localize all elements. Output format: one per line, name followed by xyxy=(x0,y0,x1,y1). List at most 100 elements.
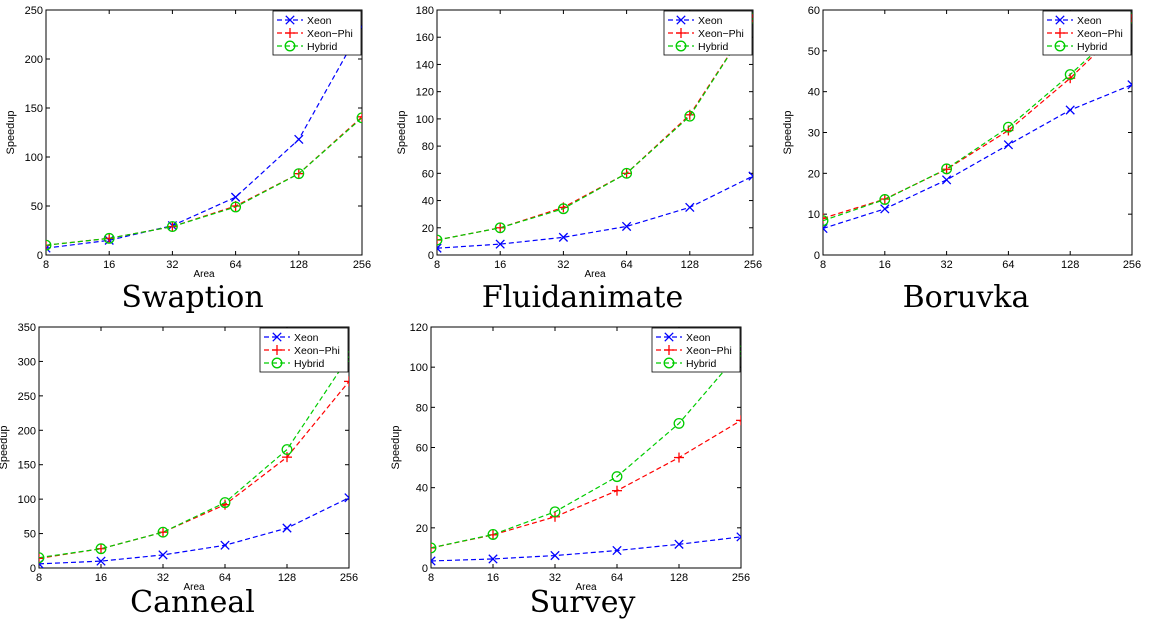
x-tick-label: 64 xyxy=(219,572,231,584)
data-point xyxy=(612,545,622,556)
data-point xyxy=(1003,140,1014,150)
legend-label: Xeon xyxy=(1077,15,1102,27)
y-tick-label: 10 xyxy=(808,209,820,221)
chart-caption: Canneal xyxy=(130,585,255,620)
legend-marker xyxy=(664,345,674,355)
data-point xyxy=(736,415,741,426)
y-axis-label: Speedup xyxy=(396,110,408,154)
x-tick-label: 128 xyxy=(670,572,688,584)
data-point xyxy=(879,194,891,205)
y-tick-label: 100 xyxy=(18,494,36,506)
legend-label: Xeon xyxy=(294,332,319,344)
y-tick-label: 40 xyxy=(422,196,434,208)
y-tick-label: 120 xyxy=(410,322,428,334)
x-tick-label: 8 xyxy=(43,259,49,271)
data-point xyxy=(941,164,952,175)
chart-swaption: 0 50 100 150 200 250 8 16 32 64 128 256 Area Speedup X… xyxy=(5,5,371,280)
x-tick-label: 16 xyxy=(879,259,891,271)
data-point xyxy=(621,167,633,179)
plot-area xyxy=(823,12,1132,234)
data-point xyxy=(941,163,953,175)
series-line xyxy=(431,350,741,549)
data-point xyxy=(674,539,684,549)
legend-label: Xeon−Phi xyxy=(686,345,732,357)
chart-caption: Survey xyxy=(529,585,636,620)
series-line xyxy=(437,17,753,241)
data-point xyxy=(823,215,829,227)
data-point xyxy=(344,493,349,503)
series-line xyxy=(437,175,753,249)
chart-panel-survey: 0 20 40 60 80 100 120 8 16 32 64 128 256 Area Speedup X… xyxy=(390,315,775,628)
legend-label: Xeon−Phi xyxy=(294,345,340,357)
legend-marker xyxy=(676,28,686,38)
data-point xyxy=(558,232,569,242)
legend-label: Hybrid xyxy=(698,41,729,53)
data-point xyxy=(437,235,442,246)
y-tick-label: 250 xyxy=(18,391,36,403)
y-tick-label: 350 xyxy=(18,322,36,334)
data-point xyxy=(166,221,178,233)
data-point xyxy=(684,110,696,122)
series-line xyxy=(823,17,1132,222)
x-tick-label: 64 xyxy=(611,572,623,584)
y-tick-label: 200 xyxy=(25,54,43,66)
data-point xyxy=(431,542,437,554)
plot-area xyxy=(431,345,741,566)
chart-panel-boruvka: 0 10 20 30 40 50 60 8 16 32 64 128 256 Speedup Xeon Xeo… xyxy=(775,0,1157,320)
x-tick-label: 8 xyxy=(36,572,42,584)
y-tick-label: 0 xyxy=(30,563,36,575)
series-line xyxy=(46,26,362,249)
legend-marker xyxy=(272,345,282,355)
y-tick-label: 50 xyxy=(24,529,36,541)
x-tick-label: 64 xyxy=(620,259,632,271)
x-tick-label: 256 xyxy=(1123,259,1141,271)
y-tick-label: 80 xyxy=(416,402,428,414)
data-point xyxy=(344,376,349,387)
y-tick-label: 30 xyxy=(808,128,820,140)
x-axis-label: Area xyxy=(584,269,606,280)
legend-marker xyxy=(675,40,687,52)
chart-panel-fluidanimate: 0 20 40 60 80 100 120 140 160 180 8 16 32 64 128 256 Are… xyxy=(390,0,775,320)
data-point xyxy=(158,527,168,538)
legend-marker xyxy=(272,332,282,342)
legend-marker xyxy=(271,357,283,369)
legend-label: Xeon−Phi xyxy=(698,28,744,40)
y-tick-label: 100 xyxy=(25,152,43,164)
data-point xyxy=(431,542,436,553)
data-point xyxy=(1002,121,1014,133)
series-line xyxy=(823,17,1132,219)
series-line xyxy=(823,84,1132,230)
y-axis-label: Speedup xyxy=(782,110,794,154)
series-line xyxy=(46,117,362,246)
data-point xyxy=(621,221,632,232)
y-tick-label: 20 xyxy=(422,223,434,235)
y-tick-label: 40 xyxy=(808,87,820,99)
plot-frame xyxy=(45,9,363,256)
x-axis-label: Area xyxy=(193,269,215,280)
chart-caption: Boruvka xyxy=(902,280,1030,315)
y-tick-label: 100 xyxy=(416,114,434,126)
y-tick-label: 180 xyxy=(416,5,434,17)
data-point xyxy=(95,543,107,555)
data-point xyxy=(487,529,499,540)
legend-label: Hybrid xyxy=(1077,41,1108,53)
data-point xyxy=(219,497,231,509)
plot-frame xyxy=(38,326,350,569)
y-tick-label: 100 xyxy=(410,362,428,374)
series-line xyxy=(437,17,753,241)
x-tick-label: 256 xyxy=(732,572,750,584)
data-point xyxy=(293,168,305,180)
series-line xyxy=(39,381,349,559)
data-point xyxy=(357,111,362,122)
plot-area xyxy=(46,22,362,253)
x-axis-label: Area xyxy=(575,582,597,593)
data-point xyxy=(495,239,505,249)
legend-marker xyxy=(664,332,674,342)
legend-label: Xeon−Phi xyxy=(1077,28,1123,40)
data-point xyxy=(488,554,498,564)
x-tick-label: 64 xyxy=(229,259,241,271)
x-tick-label: 128 xyxy=(278,572,296,584)
chart-caption: Swaption xyxy=(121,280,264,315)
data-point xyxy=(39,553,44,564)
